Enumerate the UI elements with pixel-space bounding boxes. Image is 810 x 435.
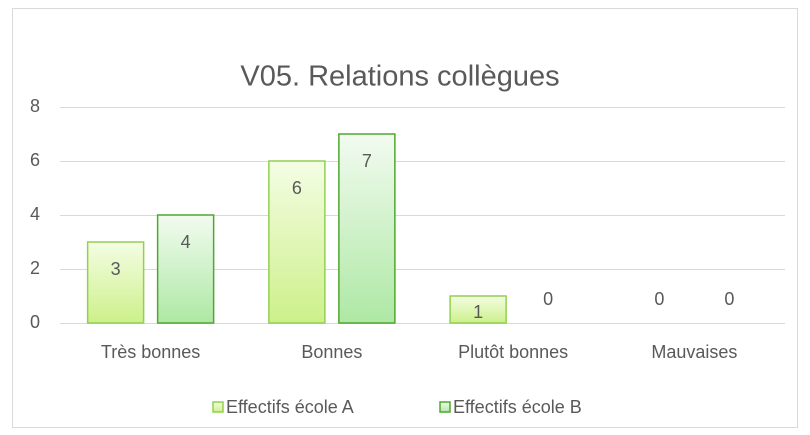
value-label: 3 <box>111 259 121 279</box>
bar <box>86 241 145 324</box>
value-label: 6 <box>292 178 302 198</box>
x-tick-label: Plutôt bonnes <box>458 342 568 362</box>
y-tick-label: 8 <box>30 96 40 116</box>
legend-swatch <box>439 401 451 413</box>
value-label: 7 <box>362 151 372 171</box>
bar <box>449 295 507 324</box>
value-label: 0 <box>724 289 734 309</box>
value-label: 1 <box>473 302 483 322</box>
y-tick-label: 4 <box>30 204 40 224</box>
bar <box>338 133 396 324</box>
value-label: 0 <box>654 289 664 309</box>
y-tick-label: 0 <box>30 312 40 332</box>
value-label: 0 <box>543 289 553 309</box>
bar <box>156 214 215 324</box>
x-tick-label: Bonnes <box>301 342 362 362</box>
x-tick-label: Mauvaises <box>651 342 737 362</box>
legend-swatch <box>212 401 224 413</box>
legend-label: Effectifs école A <box>226 397 354 417</box>
chart-title: V05. Relations collègues <box>240 61 559 93</box>
value-label: 4 <box>181 232 191 252</box>
y-tick-label: 6 <box>30 150 40 170</box>
chart-border <box>12 8 798 428</box>
x-tick-label: Très bonnes <box>101 342 200 362</box>
y-tick-label: 2 <box>30 258 40 278</box>
bar <box>268 160 326 324</box>
legend-label: Effectifs école B <box>453 397 582 417</box>
